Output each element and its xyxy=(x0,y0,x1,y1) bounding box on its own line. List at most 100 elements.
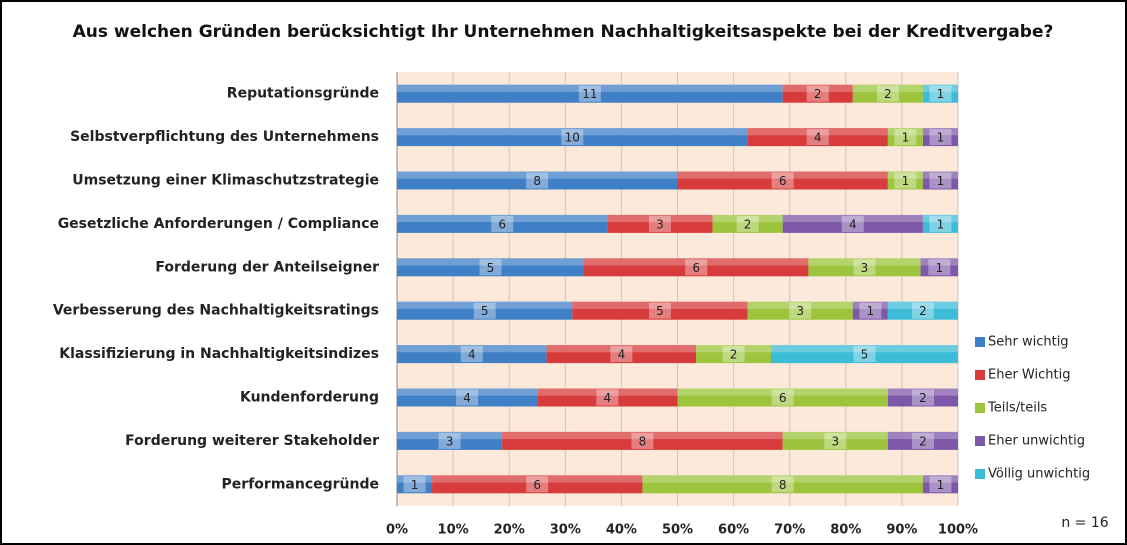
chart-title: Aus welchen Gründen berücksichtigt Ihr U… xyxy=(73,22,1054,42)
bar-highlight xyxy=(397,345,547,353)
label-box xyxy=(806,129,829,146)
x-tick-label: 30% xyxy=(550,523,581,538)
label-box xyxy=(929,129,952,146)
bar-segment xyxy=(782,431,888,450)
x-tick-label: 10% xyxy=(438,523,469,538)
x-tick-label: 70% xyxy=(774,523,805,538)
category-label: Kundenforderung xyxy=(240,390,379,406)
bar-segment xyxy=(852,301,888,320)
data-label: 3 xyxy=(446,434,454,448)
legend-label: Sehr wichtig xyxy=(988,335,1069,350)
label-box xyxy=(859,302,882,319)
label-box xyxy=(894,129,917,146)
bar-highlight xyxy=(922,84,958,92)
data-label: 1 xyxy=(411,478,419,492)
x-tick-label: 90% xyxy=(886,523,917,538)
label-box xyxy=(771,476,794,493)
label-box xyxy=(610,346,633,363)
bar-highlight xyxy=(502,431,783,440)
category-label: Forderung weiterer Stakeholder xyxy=(125,433,379,449)
annotation: n = 16 xyxy=(1061,515,1108,531)
label-box xyxy=(648,302,671,319)
label-box xyxy=(460,346,483,363)
bar-highlight xyxy=(771,345,958,353)
data-label: 6 xyxy=(498,217,506,231)
bar-highlight xyxy=(397,475,433,483)
label-box xyxy=(491,215,514,232)
bar-segment xyxy=(922,84,958,103)
label-box xyxy=(928,259,951,276)
bar-highlight xyxy=(782,214,923,223)
bar-segment xyxy=(922,128,958,147)
bar-highlight xyxy=(397,128,748,136)
bar-highlight xyxy=(922,128,958,136)
bar-segment xyxy=(887,128,923,147)
bar-segment xyxy=(432,475,643,494)
bar-highlight xyxy=(887,171,923,179)
bar-segment xyxy=(397,128,748,147)
legend-swatch xyxy=(975,403,985,413)
bar-segment xyxy=(920,258,958,277)
label-box xyxy=(876,85,899,102)
data-label: 2 xyxy=(744,217,752,231)
label-box xyxy=(685,259,708,276)
label-box xyxy=(894,172,917,189)
data-label: 5 xyxy=(487,261,495,275)
bar-segment xyxy=(852,84,923,103)
label-box xyxy=(526,172,549,189)
label-box xyxy=(596,389,619,406)
data-label: 2 xyxy=(814,87,822,101)
bar-segment xyxy=(747,128,888,147)
bar-highlight xyxy=(537,388,678,396)
label-box xyxy=(911,302,934,319)
category-label: Gesetzliche Anforderungen / Compliance xyxy=(58,216,379,232)
bar-segment xyxy=(397,214,608,233)
bar-highlight xyxy=(922,475,958,483)
bar-segment xyxy=(677,171,888,190)
data-label: 4 xyxy=(463,391,471,405)
legend-swatch xyxy=(975,337,985,347)
bar-highlight xyxy=(584,258,809,266)
bar-highlight xyxy=(852,301,888,309)
category-label: Selbstverpflichtung des Unternehmens xyxy=(70,129,379,145)
data-label: 1 xyxy=(935,261,943,275)
bar-segment xyxy=(397,345,547,364)
bar-segment xyxy=(607,214,713,233)
bar-highlight xyxy=(887,128,923,136)
bar-segment xyxy=(397,301,573,320)
label-box xyxy=(911,389,934,406)
category-label: Umsetzung einer Klimaschutzstrategie xyxy=(72,173,379,189)
data-label: 3 xyxy=(796,304,804,318)
data-label: 4 xyxy=(814,131,822,145)
bar-segment xyxy=(922,475,958,494)
legend-swatch xyxy=(975,436,985,446)
data-label: 3 xyxy=(861,261,869,275)
label-box xyxy=(911,432,934,449)
bar-highlight xyxy=(677,171,888,179)
label-box xyxy=(722,346,745,363)
bar-segment xyxy=(537,388,678,407)
data-label: 1 xyxy=(937,217,945,231)
bar-highlight xyxy=(712,214,783,223)
bar-highlight xyxy=(808,258,921,266)
label-box xyxy=(929,85,952,102)
label-box xyxy=(929,476,952,493)
data-label: 11 xyxy=(582,87,597,101)
legend-label: Teils/teils xyxy=(987,401,1047,416)
bar-highlight xyxy=(397,431,503,440)
label-box xyxy=(771,172,794,189)
label-box xyxy=(456,389,479,406)
bar-segment xyxy=(887,301,958,320)
data-label: 5 xyxy=(481,304,489,318)
x-tick-label: 100% xyxy=(938,523,978,538)
x-tick-label: 0% xyxy=(386,523,408,538)
bar-segment xyxy=(397,475,433,494)
data-label: 8 xyxy=(533,174,541,188)
data-label: 1 xyxy=(937,174,945,188)
data-label: 3 xyxy=(656,217,664,231)
bar-highlight xyxy=(852,84,923,92)
category-label: Forderung der Anteilseigner xyxy=(155,259,379,275)
label-box xyxy=(648,215,671,232)
data-label: 5 xyxy=(861,348,869,362)
